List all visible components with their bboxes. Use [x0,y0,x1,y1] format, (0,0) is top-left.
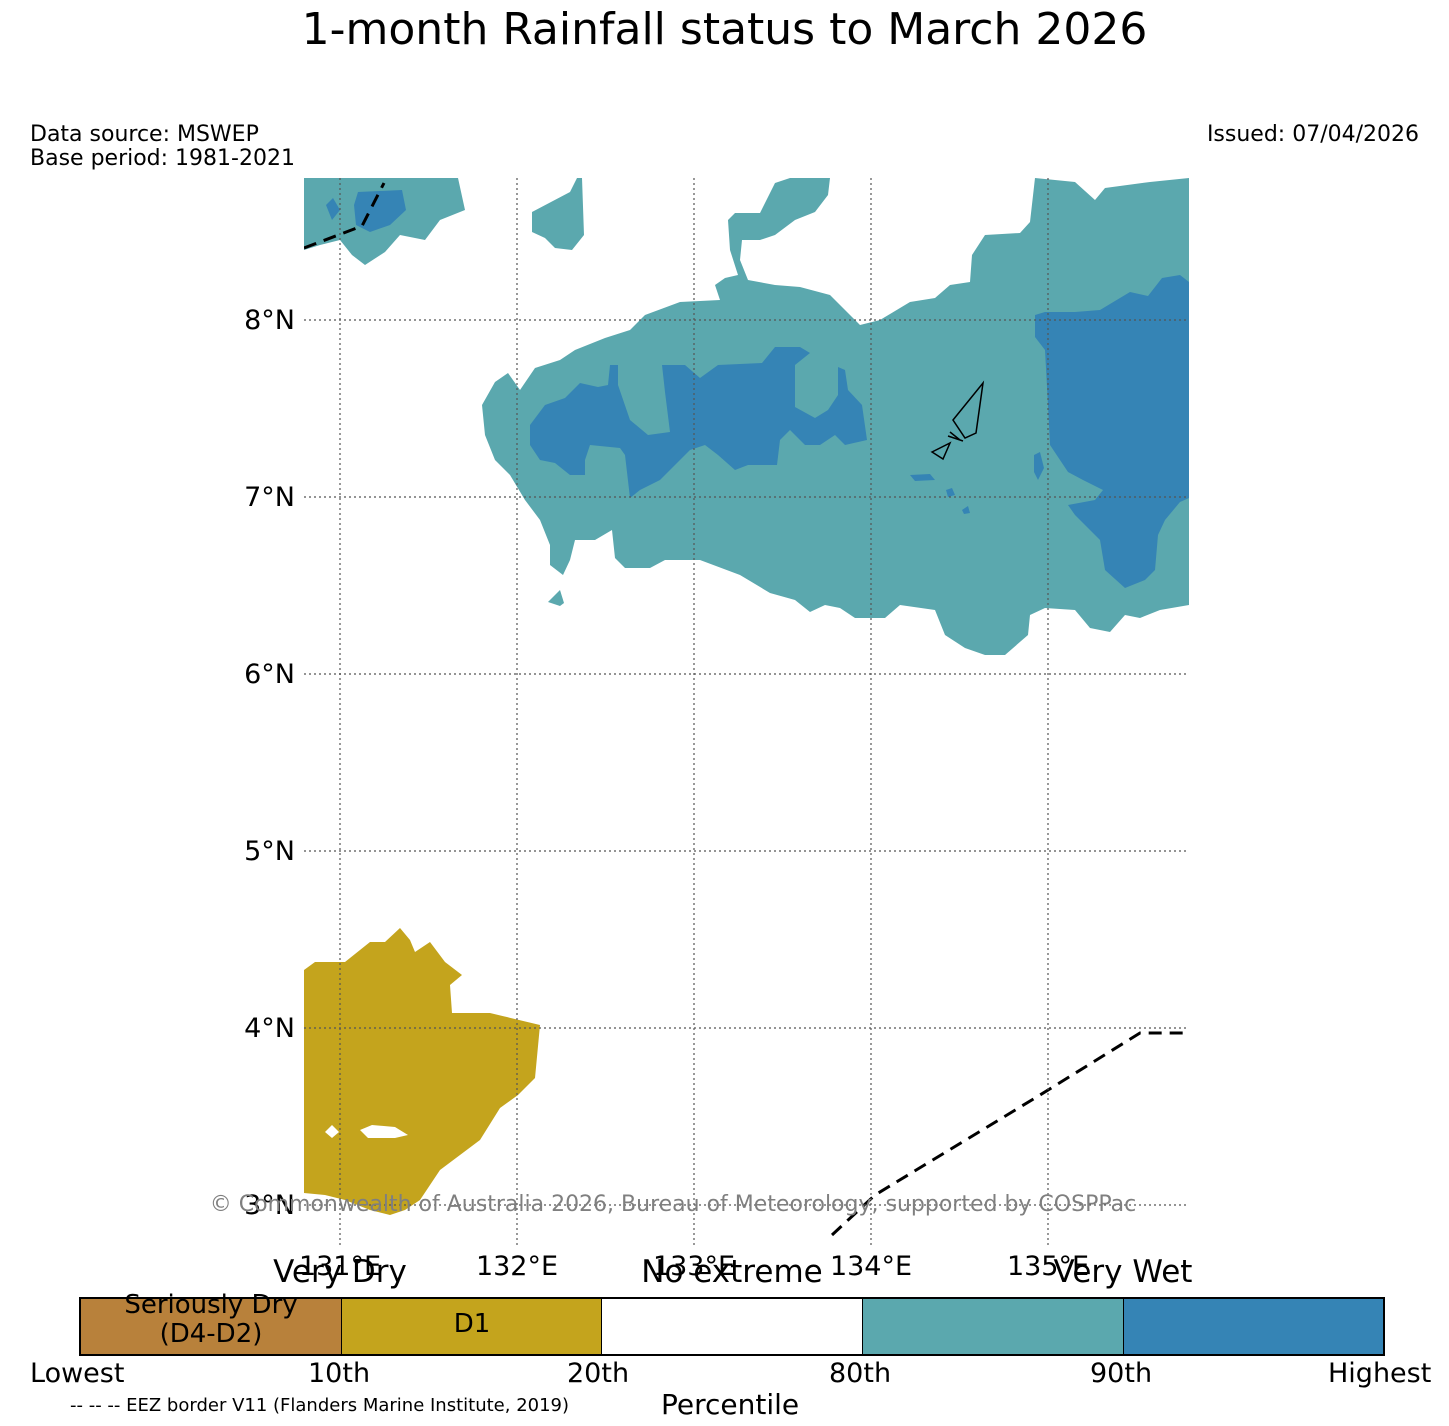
lon-label-134e: 134°E [830,1251,912,1282]
no-extreme-hole-2 [360,1125,408,1138]
island-outline [930,380,985,461]
eez-border-north [304,182,386,250]
legend-tick-10th: 10th [308,1358,371,1389]
legend-no-extreme: No extreme [641,1254,822,1290]
legend-box-no-extreme [602,1298,863,1354]
eez-border-south [830,1031,1189,1237]
very-wet-area-east [910,275,1189,588]
lon-label-132e: 132°E [476,1251,558,1282]
lat-label-5n: 5°N [244,836,295,867]
lat-label-4n: 4°N [244,1013,295,1044]
legend-frame [79,1297,1385,1356]
no-extreme-hole-1 [325,1125,339,1138]
very-wet-area-northwest [326,190,406,232]
legend-tick-80th: 80th [829,1358,892,1389]
legend-box-label-d1: D1 [453,1309,491,1339]
very-wet-area-central [530,347,867,498]
lat-label-6n: 6°N [244,659,295,690]
issued-date: Issued: 07/04/2026 [1206,122,1419,147]
legend-tick-lowest: Lowest [30,1358,125,1389]
legend-box-seriously-dry: Seriously Dry (D4-D2) [80,1291,342,1354]
legend-box-label-line2: (D4-D2) [159,1319,263,1349]
legend-very-wet: Very Wet [1054,1254,1193,1290]
legend-tick-20th: 20th [567,1358,630,1389]
legend-tick-90th: 90th [1090,1358,1153,1389]
legend-xlabel: Percentile [661,1388,800,1421]
wet-area-islet [548,590,564,606]
copyright-notice: © Commonwealth of Australia 2026, Bureau… [210,1192,1136,1217]
legend-box-90th-highest [1124,1298,1384,1354]
legend-box-d1: D1 [342,1298,602,1354]
lon-label-133e: 133°E [653,1251,735,1282]
lat-label-7n: 7°N [244,482,295,513]
legend-very-dry: Very Dry [273,1254,407,1290]
legend-box-label-line1: Seriously Dry [124,1290,298,1320]
dry-area-d1 [304,928,540,1215]
lat-label-8n: 8°N [244,305,295,336]
eez-border-note: -- -- -- EEZ border V11 (Flanders Marine… [70,1395,570,1416]
lon-label-131e: 131°E [299,1251,381,1282]
legend-box-80th-90th [863,1298,1124,1354]
legend-tick-highest: Highest [1328,1358,1432,1389]
wet-area-north-small [532,178,584,250]
page-title: 1-month Rainfall status to March 2026 [301,4,1148,55]
lon-label-135e: 135°E [1007,1251,1089,1282]
gridlines [304,178,1189,1246]
data-source: Data source: MSWEP [30,122,259,147]
base-period: Base period: 1981-2021 [30,146,295,171]
lat-label-3n: 3°N [244,1190,295,1221]
